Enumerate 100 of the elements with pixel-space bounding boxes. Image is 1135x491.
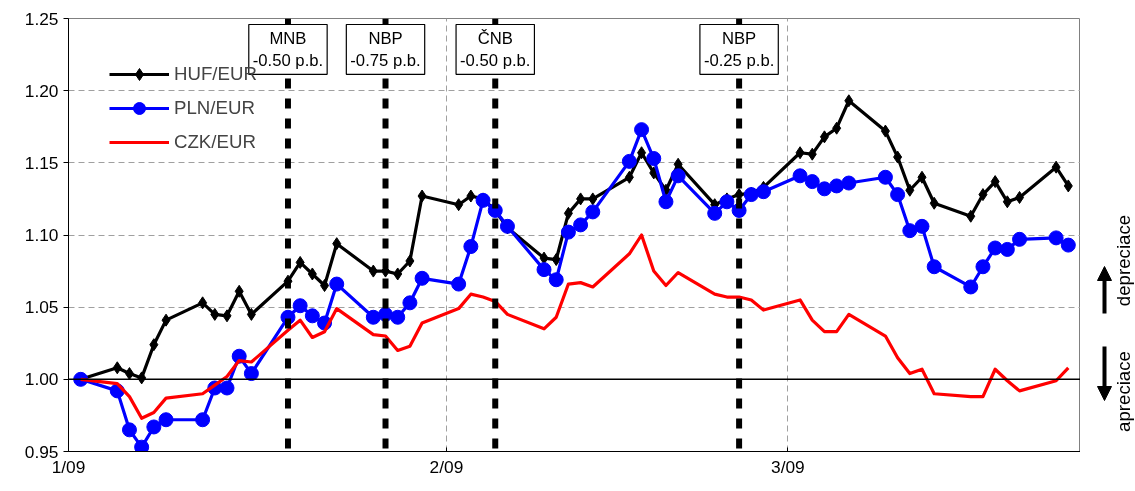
point [792,168,808,184]
point [1051,160,1061,174]
point [390,309,406,325]
point [880,124,890,138]
point [975,259,991,275]
legend-label: CZK/EUR [174,130,256,154]
point [134,439,150,452]
point [658,194,674,210]
text: apreciace [1113,351,1134,432]
point [112,361,122,375]
point [807,147,817,161]
point [844,94,854,108]
point [219,380,235,396]
legend-label: PLN/EUR [174,96,255,120]
point [295,255,305,269]
legend-label: HUF/EUR [174,63,257,86]
point [637,146,647,160]
point [585,204,601,220]
y-tick-label: 1.15 [24,152,59,173]
ref-line-label: NBP -0.25 p.b. [703,28,775,71]
point [332,237,342,251]
point [149,338,159,352]
point [719,194,735,210]
point [966,209,976,223]
point [634,122,650,138]
point [624,170,634,184]
point [451,276,467,292]
point [588,192,598,206]
y-tick-label: 1.05 [24,297,59,318]
point [405,254,415,268]
ref-line-label: ČNB -0.50 p.b. [460,28,531,71]
point [234,284,244,298]
point [539,251,549,265]
point [307,267,317,281]
point [121,422,137,438]
point [368,264,378,278]
point [893,150,903,164]
point [158,412,174,428]
point [195,412,211,428]
y-tick-label: 1.10 [24,225,59,245]
point [673,157,683,171]
point [1060,237,1076,253]
point [1063,179,1073,193]
ref-line-label: NBP -0.75 p.b. [350,28,421,71]
point [963,279,979,295]
x-tick-label: 2/09 [429,456,464,477]
point [573,217,589,233]
point [816,181,832,197]
point [198,296,208,310]
point [414,270,430,286]
point [329,276,345,292]
point [819,130,829,144]
point [646,151,662,166]
point [292,298,308,314]
point [877,169,893,185]
y-tick-label: 1.25 [24,8,59,29]
point [146,419,162,435]
y-tick-label: 1.00 [24,369,59,390]
point [210,307,220,321]
point [987,240,1003,256]
point [563,206,573,220]
y-tick-label: 0.95 [24,441,59,462]
point [466,189,476,203]
point [929,196,939,210]
point [914,218,930,234]
point [536,262,552,278]
point [393,267,403,281]
point [243,366,259,382]
point [548,272,564,288]
point [463,239,479,255]
point [990,175,1000,189]
point [1015,190,1025,204]
point [917,170,927,184]
point [222,309,232,323]
point [551,253,561,267]
point [905,183,915,197]
point [978,188,988,202]
point [707,205,723,221]
point [832,121,842,135]
point [1012,231,1028,247]
point [621,153,637,169]
point [841,175,857,191]
point [417,189,427,203]
point [829,178,845,194]
point [890,187,906,203]
point [755,184,771,200]
y-tick-label: 1.20 [24,80,59,101]
point [320,279,330,293]
x-tick-label: 3/09 [771,456,805,477]
point [124,367,134,381]
point [560,224,576,240]
point [1048,230,1064,246]
point [454,198,464,212]
point [246,307,256,321]
point [795,146,805,160]
point [670,168,686,184]
point [902,223,918,239]
text: depreciace [1113,214,1134,307]
point [576,192,586,206]
point [402,295,418,311]
